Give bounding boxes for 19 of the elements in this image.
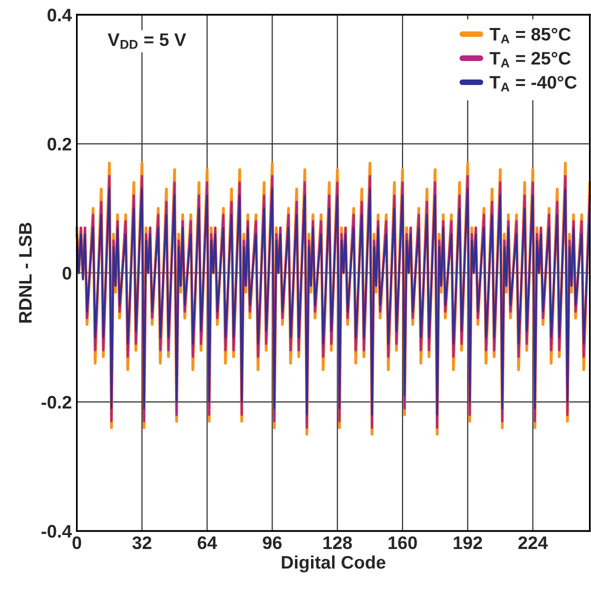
y-tick-label: 0 bbox=[62, 266, 72, 280]
x-tick-label: 192 bbox=[454, 536, 482, 550]
x-tick-label: 128 bbox=[323, 536, 352, 550]
x-tick-label: 64 bbox=[198, 536, 218, 550]
x-tick-label: 96 bbox=[262, 536, 282, 550]
x-tick-label: 224 bbox=[518, 536, 548, 549]
y-tick-label: 0.2 bbox=[48, 138, 72, 151]
x-tick-label: 0 bbox=[72, 536, 82, 550]
y-axis-title: RDNL - LSB bbox=[18, 222, 32, 323]
legend-label: T$_{A}$ = 25°C bbox=[490, 52, 571, 68]
y-tick-label: -0.2 bbox=[42, 396, 72, 409]
x-tick-label: 32 bbox=[132, 536, 152, 550]
annotation: V$_{DD}$ = 5 V bbox=[108, 33, 186, 49]
legend-label: T$_{A}$ = -40°C bbox=[490, 76, 577, 92]
legend-label: T$_{A}$ = 85°C bbox=[490, 28, 571, 44]
y-tick-label: 0.4 bbox=[48, 8, 72, 22]
x-axis-title: Digital Code bbox=[282, 555, 386, 572]
x-tick-label: 160 bbox=[388, 536, 417, 550]
y-tick-label: -0.4 bbox=[42, 524, 72, 538]
